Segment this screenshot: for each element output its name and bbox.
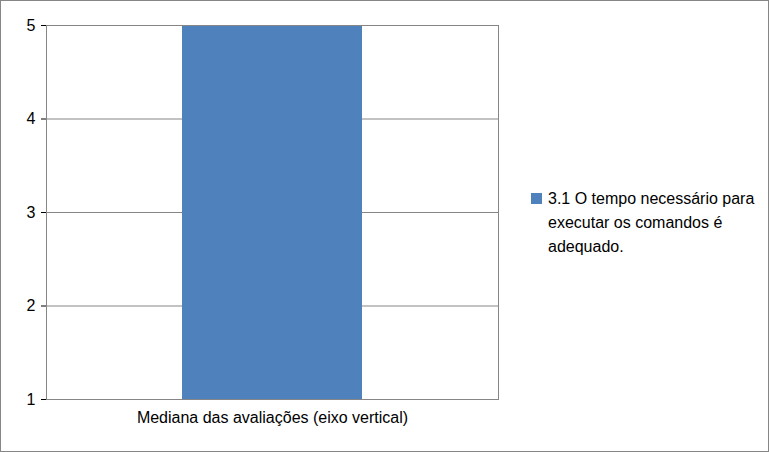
svg-text:1: 1 [27,391,36,408]
svg-text:Mediana das avaliações (eixo v: Mediana das avaliações (eixo vertical) [137,409,408,426]
svg-text:2: 2 [27,297,36,314]
svg-text:4: 4 [27,110,36,127]
svg-text:5: 5 [27,17,36,34]
svg-text:3: 3 [27,204,36,221]
html-text:3.1 O tempo necessário para ex: 3.1 O tempo necessário para executar os … [548,190,755,255]
